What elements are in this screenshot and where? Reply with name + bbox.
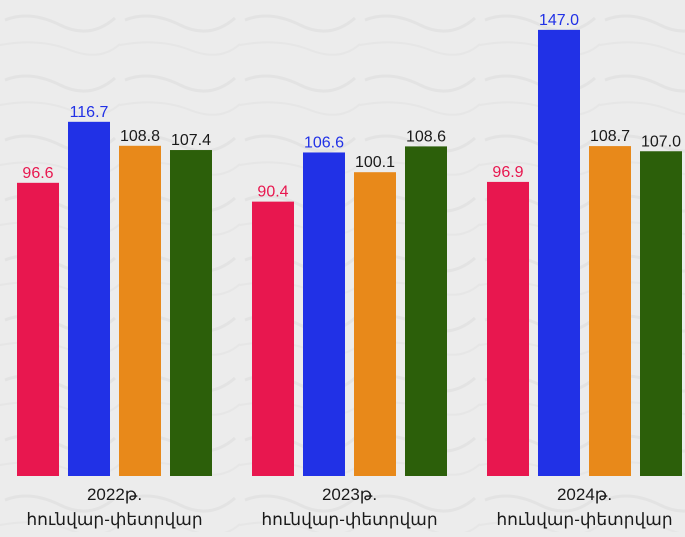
value-label-1-2: 116.7 — [70, 104, 109, 121]
category-label-3-line-2: հունվար-փետրվար — [496, 510, 672, 529]
category-labels-layer: 2022թ. հունվար-փետրվար 2023թ. հունվար-փետրվ… — [26, 485, 672, 529]
value-label-1-1: 96.6 — [22, 165, 53, 182]
value-label-2-2: 106.6 — [304, 134, 344, 151]
category-label-2-line-1: 2023թ. — [322, 485, 377, 504]
category-label-3-line-1: 2024թ. — [557, 485, 612, 504]
bar-2-3 — [354, 172, 396, 476]
bar-1-2 — [68, 121, 110, 477]
category-label-1-line-1: 2022թ. — [87, 485, 142, 504]
bar-1-4 — [170, 150, 212, 476]
bar-2-4 — [405, 146, 447, 477]
value-label-1-3: 108.8 — [120, 128, 160, 145]
value-label-2-3: 100.1 — [355, 154, 395, 171]
bar-2-2 — [303, 152, 345, 476]
bar-3-4 — [640, 151, 682, 476]
value-label-2-4: 108.6 — [406, 128, 446, 145]
bar-1-3 — [119, 145, 161, 477]
bar-3-3 — [589, 146, 631, 476]
bar-2-1 — [252, 201, 294, 477]
value-label-3-1: 96.9 — [492, 164, 523, 181]
category-label-2-line-2: հունվար-փետրվար — [261, 510, 437, 529]
bar-3-1 — [487, 181, 529, 476]
category-label-1-line-2: հունվար-փետրվար — [26, 510, 202, 529]
bar-3-2 — [538, 29, 580, 476]
value-label-1-4: 107.4 — [171, 132, 211, 149]
value-label-2-1: 90.4 — [257, 184, 288, 201]
bar-1-1 — [17, 182, 59, 476]
value-label-3-3: 108.7 — [590, 128, 630, 145]
value-label-3-4: 107.0 — [641, 133, 681, 150]
bars-layer — [17, 29, 682, 477]
value-label-3-2: 147.0 — [539, 12, 579, 29]
value-labels-layer: 96.6 116.7 108.8 107.4 90.4 106.6 100.1 108.6 96… — [22, 12, 681, 201]
